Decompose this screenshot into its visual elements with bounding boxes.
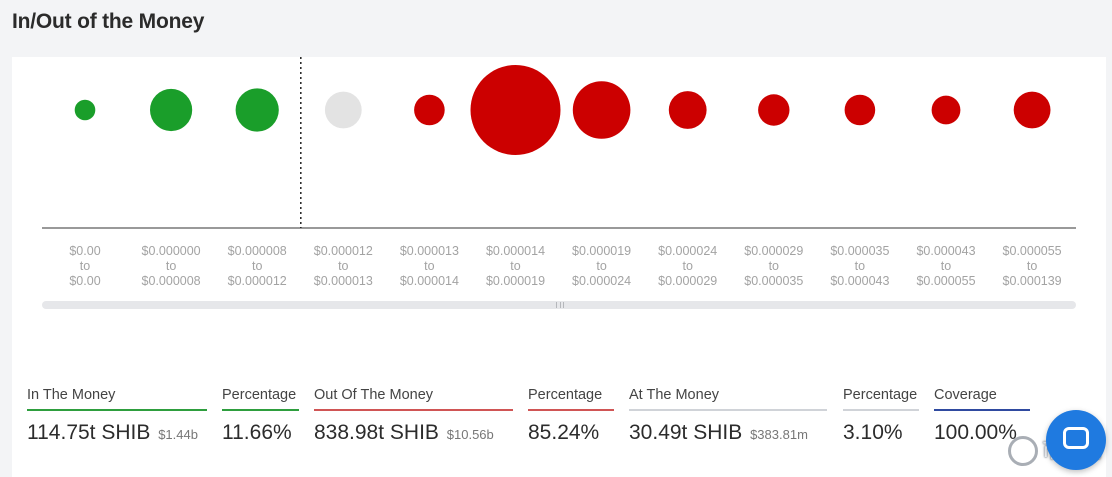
x-tick-label-9: $0.000035 to $0.000043 xyxy=(830,244,890,288)
stat-usd-value: $10.56b xyxy=(446,427,494,442)
bubble-chart xyxy=(42,57,1076,229)
stat-value: 838.98t SHIB xyxy=(314,421,439,444)
stat-value: 85.24% xyxy=(528,421,600,444)
x-tick-label-11: $0.000055 to $0.000139 xyxy=(1002,244,1062,288)
bubble-at-3[interactable] xyxy=(324,91,362,129)
x-tick-label-6: $0.000019 to $0.000024 xyxy=(572,244,632,288)
stat-out-of-the-money: Out Of The Money 838.98t SHIB $10.56b xyxy=(314,387,513,445)
bubble-in-2[interactable] xyxy=(235,88,279,132)
x-tick-label-0: $0.00 to $0.00 xyxy=(69,244,101,288)
stat-label: In The Money xyxy=(27,387,207,411)
stat-out-percentage: Percentage 85.24% xyxy=(528,387,614,445)
scrollbar-grip-icon[interactable] xyxy=(556,302,564,308)
bubble-in-1[interactable] xyxy=(150,88,193,132)
chat-help-button[interactable] xyxy=(1046,410,1106,470)
x-tick-label-2: $0.000008 to $0.000012 xyxy=(227,244,287,288)
bubble-in-0[interactable] xyxy=(74,99,96,121)
bubble-out-7[interactable] xyxy=(668,91,707,129)
bubble-out-4[interactable] xyxy=(414,94,445,126)
page-title: In/Out of the Money xyxy=(12,10,205,33)
x-tick-label-1: $0.000000 to $0.000008 xyxy=(141,244,201,288)
chart-scrollbar[interactable] xyxy=(42,301,1076,309)
stat-label: At The Money xyxy=(629,387,827,411)
stat-value: 3.10% xyxy=(843,421,903,444)
stat-label: Percentage xyxy=(222,387,299,411)
x-axis-range-labels: $0.00 to $0.00 $0.000000 to $0.000008 $0.00000… xyxy=(12,244,1106,294)
x-tick-label-7: $0.000024 to $0.000029 xyxy=(658,244,718,288)
stat-usd-value: $383.81m xyxy=(750,427,808,442)
stats-row: In The Money 114.75t SHIB $1.44b Percent… xyxy=(12,387,1106,477)
stat-at-percentage: Percentage 3.10% xyxy=(843,387,919,445)
stat-coverage: Coverage 100.00% xyxy=(934,387,1030,445)
stat-label: Coverage xyxy=(934,387,1030,411)
bubble-out-11[interactable] xyxy=(1013,91,1051,129)
x-tick-label-5: $0.000014 to $0.000019 xyxy=(485,244,546,288)
stat-value: 11.66% xyxy=(222,421,292,444)
swirl-logo-icon xyxy=(1008,436,1038,466)
bubble-out-9[interactable] xyxy=(844,94,876,126)
x-tick-label-4: $0.000013 to $0.000014 xyxy=(399,244,459,288)
stat-value: 114.75t SHIB xyxy=(27,421,151,444)
x-tick-label-10: $0.000043 to $0.000055 xyxy=(916,244,976,288)
x-tick-label-3: $0.000012 to $0.000013 xyxy=(313,244,373,288)
stat-value: 100.00% xyxy=(934,421,1017,444)
stat-label: Percentage xyxy=(528,387,614,411)
stat-in-the-money: In The Money 114.75t SHIB $1.44b xyxy=(27,387,207,445)
chart-panel: $0.00 to $0.00 $0.000000 to $0.000008 $0.00000… xyxy=(12,57,1106,477)
stat-value: 30.49t SHIB xyxy=(629,421,743,444)
bubble-out-10[interactable] xyxy=(931,95,961,125)
bubble-out-5[interactable] xyxy=(470,65,561,155)
bubble-out-8[interactable] xyxy=(758,94,790,126)
bubble-out-6[interactable] xyxy=(572,81,631,139)
stat-label: Out Of The Money xyxy=(314,387,513,411)
x-tick-label-8: $0.000029 to $0.000035 xyxy=(744,244,804,288)
stat-at-the-money: At The Money 30.49t SHIB $383.81m xyxy=(629,387,827,445)
stat-in-percentage: Percentage 11.66% xyxy=(222,387,299,445)
chat-bubble-icon xyxy=(1063,427,1089,449)
stat-usd-value: $1.44b xyxy=(158,427,198,442)
stat-label: Percentage xyxy=(843,387,919,411)
